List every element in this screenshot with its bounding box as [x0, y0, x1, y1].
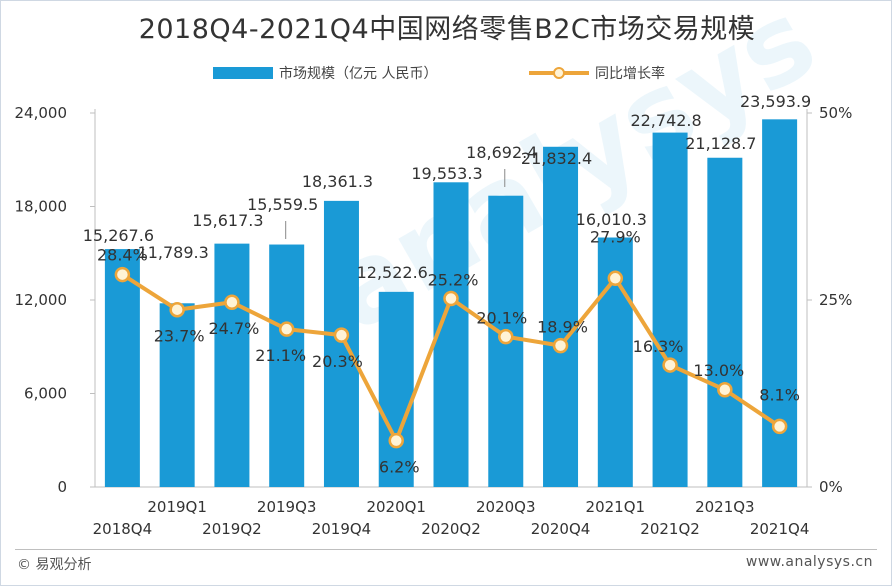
- bar-value-label: 21,128.7: [685, 134, 756, 153]
- growth-point-2021Q3: [717, 382, 733, 398]
- bar-value-label: 19,553.3: [411, 164, 482, 183]
- bar-value-label: 18,361.3: [302, 172, 373, 191]
- x-tick-label: 2019Q1: [147, 498, 207, 516]
- x-tick-label: 2019Q3: [257, 498, 317, 516]
- growth-value-label: 18.9%: [537, 318, 588, 337]
- x-tick-label: 2021Q3: [695, 498, 755, 516]
- y-left-tick-label: 12,000: [15, 291, 68, 309]
- legend-item-line: 同比增长率: [529, 63, 665, 83]
- growth-point-2021Q1: [607, 270, 624, 287]
- growth-value-label: 8.1%: [759, 385, 800, 404]
- bar-2021Q3: [707, 157, 743, 487]
- growth-value-label: 23.7%: [154, 327, 205, 346]
- bar-2019Q2: [214, 243, 250, 487]
- growth-point-2019Q1: [169, 301, 185, 318]
- bar-2019Q3: [269, 244, 305, 487]
- bar-value-label: 12,522.6: [357, 263, 428, 282]
- bar-2019Q4: [323, 200, 359, 487]
- x-tick-label: 2018Q4: [93, 520, 153, 538]
- bar-value-label: 16,010.3: [576, 210, 647, 229]
- y-left-tick-label: 6,000: [24, 385, 67, 403]
- growth-value-label: 24.7%: [209, 319, 260, 338]
- x-tick-label: 2021Q4: [750, 520, 810, 538]
- growth-value-label: 28.4%: [97, 246, 148, 265]
- growth-point-2019Q2: [224, 294, 240, 310]
- y-right-tick-label: 25%: [819, 291, 852, 309]
- footer-divider: [15, 549, 877, 550]
- growth-value-label: 6.2%: [379, 458, 420, 477]
- bar-value-label: 15,559.5: [247, 195, 318, 214]
- y-right-tick-label: 50%: [819, 104, 852, 122]
- growth-point-2020Q3: [498, 328, 514, 345]
- bar-2020Q1: [378, 291, 414, 487]
- growth-value-label: 20.1%: [476, 309, 527, 328]
- bar-value-label: 22,742.8: [630, 111, 701, 130]
- legend-bar-label: 市场规模（亿元 人民币）: [279, 66, 438, 82]
- bar-value-label: 11,789.3: [138, 243, 209, 262]
- growth-value-label: 21.1%: [255, 346, 306, 365]
- growth-point-2019Q4: [333, 327, 350, 343]
- growth-point-2018Q4: [114, 266, 131, 283]
- x-tick-label: 2019Q2: [202, 520, 262, 538]
- legend-item-bar: 市场规模（亿元 人民币）: [213, 63, 437, 83]
- y-left-tick-label: 0: [57, 478, 67, 496]
- growth-value-label: 20.3%: [312, 352, 363, 371]
- bar-value-label: 21,832.4: [521, 149, 592, 168]
- bar-2018Q4: [104, 249, 140, 487]
- growth-point-2020Q4: [552, 337, 569, 354]
- bar-2020Q4: [543, 146, 579, 487]
- bar-2020Q2: [433, 182, 469, 487]
- growth-point-2019Q3: [278, 321, 295, 337]
- chart-title: 2018Q4-2021Q4中国网络零售B2C市场交易规模: [138, 14, 756, 45]
- bar-2021Q2: [652, 132, 688, 487]
- x-tick-label: 2021Q1: [586, 498, 646, 516]
- y-left-tick-label: 24,000: [15, 104, 68, 122]
- x-tick-label: 2020Q3: [476, 498, 536, 516]
- growth-value-label: 13.0%: [693, 361, 744, 380]
- y-left-tick-label: 18,000: [15, 198, 68, 216]
- source-url: www.analysys.cn: [745, 554, 873, 570]
- x-tick-label: 2021Q2: [640, 520, 700, 538]
- legend-line-swatch: [529, 67, 589, 79]
- y-right-tick-label: 0%: [819, 478, 843, 496]
- growth-point-2020Q2: [443, 290, 459, 307]
- x-tick-label: 2020Q2: [421, 520, 481, 538]
- x-tick-label: 2020Q4: [531, 520, 591, 538]
- bar-value-label: 15,267.6: [83, 226, 154, 245]
- bar-2019Q1: [159, 303, 195, 487]
- legend-line-label: 同比增长率: [595, 66, 665, 82]
- growth-point-2021Q4: [771, 418, 788, 435]
- growth-value-label: 16.3%: [633, 337, 684, 356]
- bar-value-label: 18,692.4: [466, 143, 537, 162]
- bar-value-label: 23,593.9: [740, 92, 811, 111]
- growth-point-2020Q1: [388, 432, 404, 449]
- x-tick-label: 2019Q4: [312, 520, 372, 538]
- legend: 市场规模（亿元 人民币） 同比增长率: [1, 63, 892, 83]
- bar-value-label: 15,617.3: [192, 211, 263, 230]
- growth-value-label: 25.2%: [428, 271, 479, 290]
- legend-bar-swatch: [213, 67, 273, 79]
- growth-value-label: 27.9%: [590, 227, 641, 246]
- source-credit: © 易观分析: [17, 557, 92, 573]
- growth-point-2021Q2: [662, 357, 678, 373]
- x-tick-label: 2020Q1: [366, 498, 426, 516]
